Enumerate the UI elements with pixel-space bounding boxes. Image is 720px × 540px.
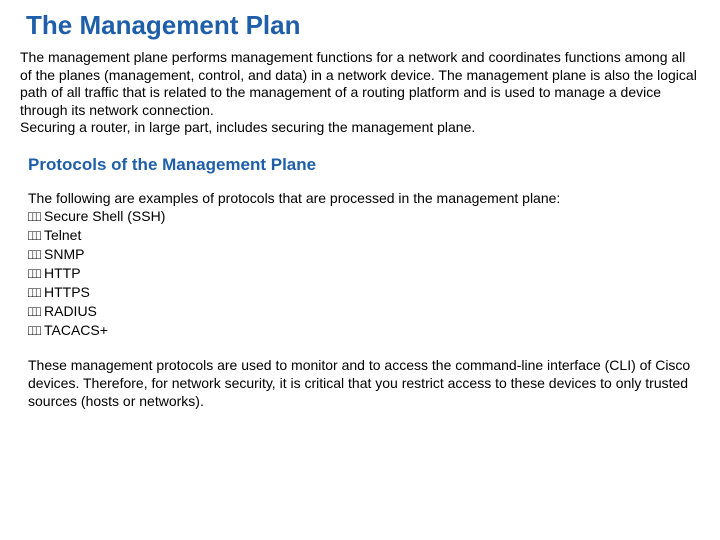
- protocol-label: Telnet: [44, 227, 81, 243]
- document-page: The Management Plan The management plane…: [0, 0, 720, 420]
- protocol-item: RADIUS: [28, 302, 700, 321]
- protocol-list: Secure Shell (SSH) Telnet SNMP HTTP HTTPS RAD…: [28, 207, 700, 339]
- protocol-label: TACACS+: [44, 322, 108, 338]
- protocol-item: HTTP: [28, 264, 700, 283]
- list-intro-text: The following are examples of protocols …: [28, 189, 700, 208]
- protocol-label: HTTP: [44, 265, 81, 281]
- intro-paragraph: The management plane performs management…: [20, 49, 700, 137]
- protocol-label: Secure Shell (SSH): [44, 208, 165, 224]
- footer-paragraph: These management protocols are used to m…: [28, 356, 700, 411]
- protocol-label: HTTPS: [44, 284, 90, 300]
- protocol-label: SNMP: [44, 246, 84, 262]
- section-subheading: Protocols of the Management Plane: [28, 155, 700, 175]
- protocol-list-block: The following are examples of protocols …: [28, 189, 700, 340]
- protocol-item: Secure Shell (SSH): [28, 207, 700, 226]
- protocol-item: HTTPS: [28, 283, 700, 302]
- protocol-item: Telnet: [28, 226, 700, 245]
- protocol-item: TACACS+: [28, 321, 700, 340]
- page-title: The Management Plan: [26, 10, 700, 41]
- protocol-item: SNMP: [28, 245, 700, 264]
- protocol-label: RADIUS: [44, 303, 97, 319]
